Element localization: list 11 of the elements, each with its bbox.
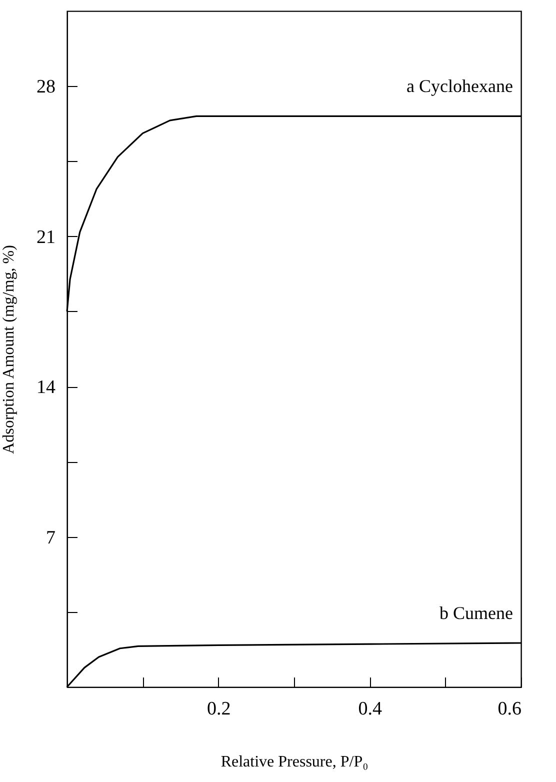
y-axis-title: Adsorption Amount (mg/mg, %) (0, 245, 18, 454)
x-tick-label: 0.6 (498, 698, 522, 720)
y-tick-label: 28 (36, 76, 56, 98)
y-tick-label: 7 (46, 527, 56, 548)
x-tick-label: 0.2 (206, 698, 231, 720)
x-tick-label: 0.4 (358, 698, 383, 720)
y-tick-label: 14 (36, 377, 56, 398)
series-label: a Cyclohexane (406, 76, 514, 96)
series-label: b Cumene (440, 603, 513, 624)
x-axis-title: Relative Pressure, P/P₀ (220, 754, 368, 770)
y-tick-label: 21 (36, 226, 56, 248)
